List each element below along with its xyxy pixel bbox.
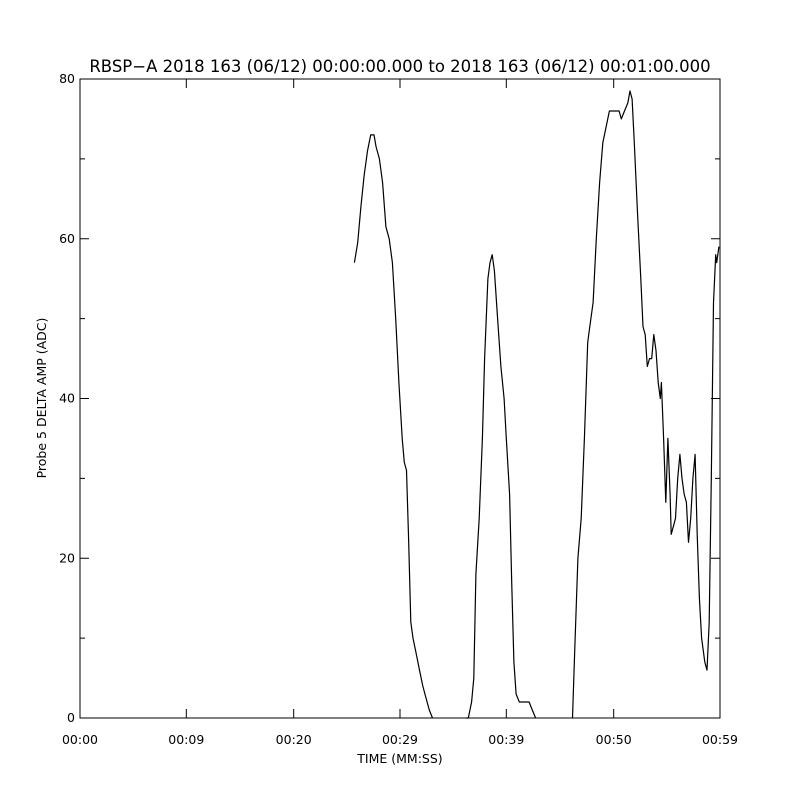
axes: 00:00 00:09 00:20 00:29 00:39 00:50 00:59 0 20 40… <box>59 71 738 747</box>
series-group <box>353 90 720 719</box>
y-tick-label: 0 <box>67 710 75 725</box>
y-tick-label: 80 <box>59 71 75 86</box>
series-line-segment <box>571 90 720 719</box>
y-tick-label: 20 <box>59 550 75 565</box>
series-line-segment <box>353 134 434 719</box>
x-tick-label: 00:59 <box>702 732 738 747</box>
x-tick-label: 00:09 <box>168 732 204 747</box>
y-tick-label: 60 <box>59 231 75 246</box>
y-axis-label: Probe 5 DELTA AMP (ADC) <box>34 318 49 479</box>
x-tick-label: 00:20 <box>276 732 312 747</box>
series-line-segment <box>466 254 537 719</box>
x-tick-label: 00:50 <box>596 732 632 747</box>
y-tick-label: 40 <box>59 391 75 406</box>
x-axis-label: TIME (MM:SS) <box>356 751 442 766</box>
x-tick-label: 00:00 <box>62 732 98 747</box>
chart-title: RBSP−A 2018 163 (06/12) 00:00:00.000 to … <box>89 57 710 76</box>
x-tick-label: 00:29 <box>382 732 418 747</box>
x-tick-label: 00:39 <box>488 732 524 747</box>
